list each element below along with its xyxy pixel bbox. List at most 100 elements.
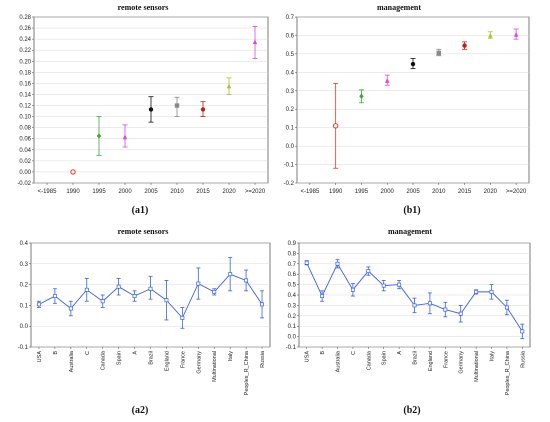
x-tick-label: Italy [490, 351, 496, 361]
data-point [148, 107, 154, 112]
plot-frame [296, 16, 530, 184]
y-tick-label: 0.6 [288, 272, 297, 278]
y-tick-label: 0.14 [19, 92, 31, 98]
caption-a1: (a1) [132, 205, 149, 216]
data-point [174, 103, 180, 108]
x-tick-label: A [133, 351, 139, 355]
caption-b2: (b2) [403, 405, 420, 416]
x-tick-label: 1995 [92, 189, 106, 195]
y-tick-label: 0.0 [286, 144, 295, 150]
y-tick-label: 0.0 [20, 324, 29, 330]
data-point [84, 287, 89, 292]
data-point [212, 289, 217, 294]
data-point [443, 307, 448, 312]
y-tick-label: 0.24 [19, 37, 31, 43]
y-tick-label: 0.10 [19, 115, 31, 121]
x-tick-label: C [351, 351, 357, 355]
x-tick-label: 2015 [458, 189, 472, 195]
data-point [180, 315, 185, 320]
data-point [260, 302, 264, 307]
data-point [116, 284, 121, 289]
data-point [132, 294, 137, 298]
data-point [320, 294, 325, 298]
x-tick-label: Brazil [413, 351, 419, 365]
y-tick-label: 0.7 [288, 262, 297, 268]
data-point [252, 39, 258, 45]
data-point [458, 311, 463, 316]
x-tick-label: Multinational [474, 351, 480, 382]
x-tick-label: Spain [382, 351, 388, 365]
data-point [397, 282, 402, 287]
x-tick-label: Russia [260, 350, 266, 368]
y-tick-label: 0.2 [20, 283, 29, 289]
x-tick-label: 2000 [118, 189, 132, 195]
data-point [488, 32, 493, 38]
y-tick-label: 0.1 [288, 324, 297, 330]
chart-title-b1: management [377, 3, 421, 12]
y-tick-label: -0.2 [284, 181, 295, 187]
y-tick-label: 0.12 [19, 104, 31, 110]
x-tick-label: 2020 [222, 189, 236, 195]
y-tick-label: 0.00 [19, 170, 31, 176]
y-tick-label: 0.5 [288, 283, 297, 289]
x-tick-label: USA [37, 351, 43, 363]
x-tick-label: Peoples_R_China [244, 350, 250, 395]
y-tick-label: 0.4 [20, 241, 29, 247]
y-tick-label: 0.1 [286, 126, 295, 132]
x-tick-label: 2015 [196, 189, 210, 195]
x-tick-label: >=2020 [506, 189, 527, 195]
data-point [335, 261, 340, 266]
y-tick-label: -0.1 [18, 345, 29, 351]
data-point [381, 283, 386, 288]
data-point [385, 77, 390, 83]
x-tick-label: <-1985 [38, 189, 58, 195]
x-tick-label: 2000 [381, 189, 395, 195]
data-point [520, 329, 525, 334]
y-tick-label: 0.3 [20, 262, 29, 268]
y-tick-label: -0.02 [17, 181, 31, 187]
x-tick-label: Multinational [212, 351, 218, 382]
data-point [96, 133, 102, 139]
panel-a2: remote sensors -0.1 0.0 0.1 0.2 0.3 0.4 USA B Au… [18, 227, 271, 395]
y-tick-label: 0.28 [19, 15, 31, 21]
data-point [427, 301, 432, 306]
data-point [244, 278, 249, 283]
panel-a1: remote sensors -0.02 0.00 0.02 0.04 0.06 0.08… [17, 3, 269, 195]
y-tick-label: 0.8 [288, 251, 297, 257]
y-tick-label: 0.1 [20, 303, 29, 309]
y-tick-label: 0.9 [288, 241, 297, 247]
y-tick-label: 0.22 [19, 48, 31, 54]
data-point [462, 43, 467, 48]
x-tick-label: 2005 [406, 189, 420, 195]
x-tick-label: 1995 [355, 189, 369, 195]
x-tick-label: 2005 [144, 189, 158, 195]
data-point [474, 289, 479, 294]
x-tick-label: Italy [228, 351, 234, 361]
y-tick-label: 0.6 [286, 33, 295, 39]
data-point [228, 272, 233, 277]
chart-title-a1: remote sensors [118, 3, 169, 12]
y-tick-label: 0.2 [286, 107, 295, 113]
x-tick-label: C [85, 351, 91, 355]
y-tick-label: 0.4 [286, 70, 295, 76]
y-tick-label: 0.3 [288, 303, 297, 309]
data-point [359, 93, 364, 100]
data-point [412, 303, 417, 308]
caption-a2: (a2) [132, 405, 149, 416]
x-tick-label: 1990 [329, 189, 343, 195]
data-point [37, 302, 41, 307]
data-point [304, 260, 309, 265]
caption-b1: (b1) [403, 205, 420, 216]
data-point [200, 107, 206, 112]
data-point [164, 298, 169, 303]
x-tick-label: A [397, 351, 403, 355]
x-tick-label: >=2020 [245, 189, 266, 195]
y-tick-label: 0.02 [19, 159, 31, 165]
y-tick-label: 0.16 [19, 81, 31, 87]
x-tick-label: <-1985 [300, 189, 320, 195]
data-point [366, 269, 371, 274]
data-point [52, 294, 57, 298]
x-tick-label: B [320, 351, 326, 355]
y-tick-label: 0.4 [288, 293, 297, 299]
